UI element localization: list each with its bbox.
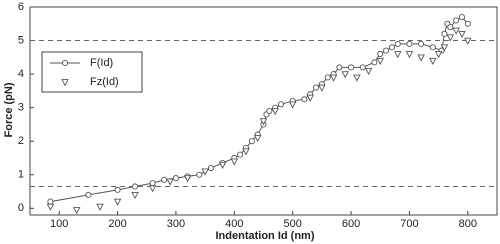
data-point	[440, 44, 449, 52]
x-tick-label: 800	[459, 218, 477, 230]
data-point	[353, 74, 361, 82]
x-axis-title: Indentation Id (nm)	[216, 230, 315, 242]
data-point	[166, 178, 174, 186]
data-point	[242, 148, 250, 156]
y-axis-title: Force (pN)	[3, 82, 15, 137]
data-point	[72, 207, 81, 215]
data-point	[376, 57, 384, 65]
legend-marker	[61, 79, 69, 87]
data-point	[359, 64, 366, 71]
data-point	[47, 198, 54, 205]
x-tick-label: 200	[108, 218, 126, 230]
data-point	[371, 59, 378, 66]
data-point	[248, 138, 255, 145]
legend-label: Fz(Id)	[90, 76, 119, 88]
data-point	[429, 44, 436, 51]
plot-frame	[29, 6, 498, 216]
y-tick-label: 2	[18, 135, 24, 147]
data-point	[132, 183, 139, 190]
data-point	[312, 84, 320, 91]
x-tick-label: 500	[284, 218, 302, 230]
y-tick-label: 1	[18, 169, 24, 181]
data-point	[172, 175, 179, 182]
data-point	[230, 158, 239, 166]
data-point	[324, 74, 331, 81]
data-point	[161, 176, 168, 183]
data-point	[85, 191, 92, 198]
data-point	[114, 186, 121, 193]
y-tick-label: 3	[18, 102, 24, 114]
y-tick-label: 0	[18, 202, 24, 214]
data-point	[301, 96, 308, 103]
legend-label: F(Id)	[90, 57, 113, 69]
data-point	[46, 203, 55, 211]
data-point	[388, 44, 395, 51]
data-point	[266, 107, 273, 115]
data-point	[218, 161, 227, 169]
legend-marker	[61, 59, 69, 67]
data-point	[253, 134, 262, 143]
data-point	[96, 203, 104, 211]
data-point	[446, 34, 455, 42]
data-point	[441, 30, 448, 37]
data-point	[237, 151, 244, 158]
data-point	[364, 67, 373, 76]
data-point	[183, 175, 192, 183]
data-point	[383, 47, 390, 54]
x-tick-label: 600	[342, 218, 360, 230]
data-point	[149, 180, 156, 187]
data-point	[452, 27, 460, 35]
data-point	[417, 54, 425, 62]
data-point	[429, 57, 437, 65]
data-point	[329, 74, 338, 82]
data-point	[148, 185, 157, 193]
data-point	[259, 118, 268, 126]
data-point	[394, 51, 402, 59]
data-point	[458, 14, 466, 21]
legend-box	[41, 51, 143, 93]
data-point	[277, 101, 285, 108]
data-point	[453, 17, 460, 24]
data-point	[434, 51, 443, 59]
data-point	[341, 71, 349, 79]
data-point	[306, 94, 314, 102]
data-point	[377, 50, 384, 58]
data-point	[196, 171, 203, 178]
x-tick-label: 700	[400, 218, 418, 230]
data-point	[405, 51, 414, 59]
data-point	[394, 40, 401, 47]
x-tick-label: 100	[50, 218, 68, 230]
y-tick-label: 6	[18, 1, 24, 13]
data-point	[336, 64, 343, 71]
data-point	[318, 84, 326, 92]
data-point	[288, 101, 297, 109]
data-point	[464, 37, 472, 45]
data-point	[271, 108, 279, 116]
x-tick-label: 300	[167, 218, 185, 230]
y-tick-label: 5	[18, 34, 24, 46]
x-tick-label: 400	[225, 218, 243, 230]
data-point	[447, 24, 454, 31]
data-point	[348, 64, 355, 71]
series-line	[50, 16, 469, 203]
data-point	[113, 198, 122, 206]
y-tick-label: 4	[18, 68, 24, 80]
data-point	[131, 192, 139, 200]
data-point	[464, 20, 471, 27]
data-point	[406, 40, 413, 47]
data-point	[207, 164, 215, 172]
data-point	[458, 30, 466, 39]
data-point	[418, 40, 425, 47]
data-point	[201, 168, 209, 176]
